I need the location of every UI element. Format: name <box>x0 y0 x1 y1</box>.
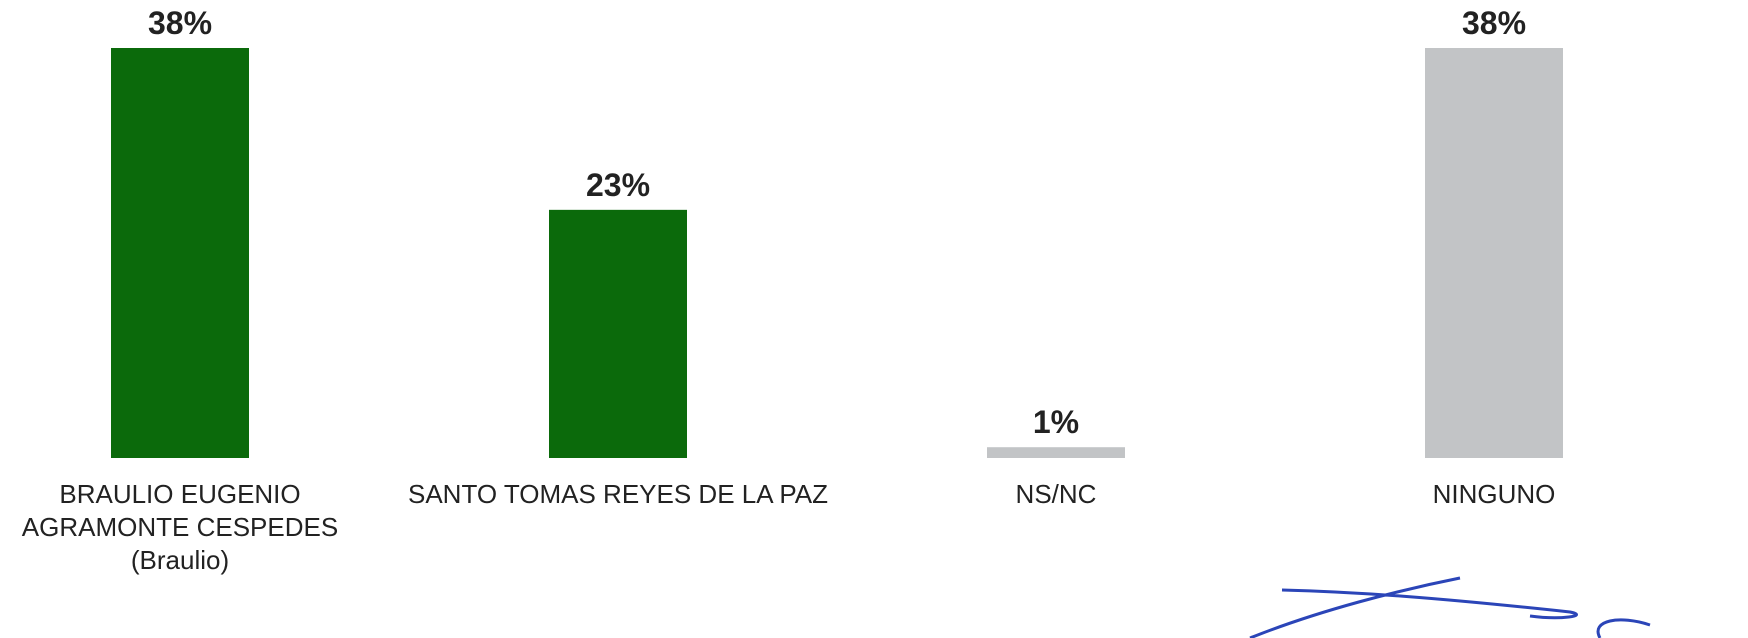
value-label: 38% <box>148 5 212 41</box>
value-label: 38% <box>1462 5 1526 41</box>
x-tick-label: SANTO TOMAS REYES DE LA PAZ <box>408 479 828 509</box>
value-label: 23% <box>586 167 650 203</box>
x-tick-label: BRAULIO EUGENIO AGRAMONTE CESPEDES (Brau… <box>21 479 339 575</box>
value-label: 1% <box>1033 404 1079 440</box>
bar <box>987 447 1125 458</box>
x-tick-label: NS/NC <box>1015 479 1097 509</box>
signature <box>1249 576 1651 638</box>
bar <box>111 48 249 458</box>
x-tick-label: NINGUNO <box>1432 479 1556 509</box>
bar <box>549 209 687 458</box>
bar <box>1425 48 1563 458</box>
